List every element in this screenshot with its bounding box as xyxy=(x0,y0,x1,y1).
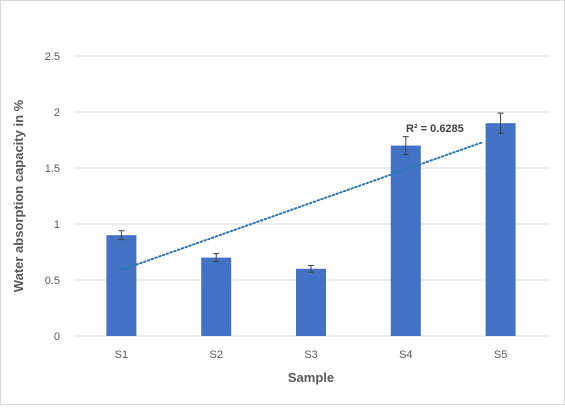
x-tick-labels: S1 S2 S3 S4 S5 xyxy=(115,349,508,361)
gridlines xyxy=(74,55,548,337)
y-tick-label: 1 xyxy=(54,219,60,231)
x-axis-title: Sample xyxy=(288,370,334,385)
error-bar xyxy=(213,253,220,263)
y-tick-label: 2.5 xyxy=(45,51,60,63)
x-tick-label: S4 xyxy=(399,349,412,361)
x-tick-label: S2 xyxy=(209,349,222,361)
y-tick-label: 2 xyxy=(54,107,60,119)
bar xyxy=(485,123,516,336)
error-bar xyxy=(497,112,504,134)
x-tick-label: S3 xyxy=(304,349,317,361)
y-tick-label: 0.5 xyxy=(45,275,60,287)
error-bar xyxy=(402,136,409,156)
x-tick-label: S1 xyxy=(115,349,128,361)
trendline xyxy=(120,141,484,271)
y-axis-title: Water absorption capacity in % xyxy=(11,99,26,292)
trendline-label: R² = 0.6285 xyxy=(406,123,464,135)
bar xyxy=(106,235,137,336)
bars xyxy=(106,123,516,336)
x-tick-label: S5 xyxy=(494,349,507,361)
bar xyxy=(296,268,326,336)
error-bar xyxy=(118,230,125,241)
y-tick-label: 1.5 xyxy=(45,163,60,175)
error-bars xyxy=(118,112,504,273)
bar xyxy=(201,257,232,336)
error-bar xyxy=(308,264,314,273)
y-tick-labels: 0 0.5 1 1.5 2 2.5 xyxy=(45,51,60,343)
y-tick-label: 0 xyxy=(54,331,60,343)
bar xyxy=(390,145,421,336)
